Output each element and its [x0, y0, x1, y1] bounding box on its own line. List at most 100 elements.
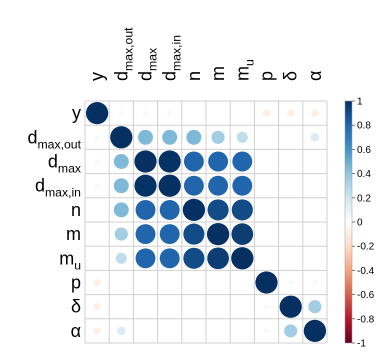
corr-circle	[118, 110, 124, 116]
corr-circle	[312, 207, 318, 213]
corr-circle	[159, 224, 180, 245]
corr-circle	[231, 247, 254, 270]
corr-circle	[113, 154, 129, 169]
corr-circle	[94, 207, 100, 213]
colorbar-tick-label: 0.4	[357, 169, 371, 180]
corr-circle	[311, 109, 319, 117]
row-label: α	[71, 321, 81, 341]
corr-circle	[167, 328, 172, 334]
colorbar-tick-label: 0.2	[357, 193, 371, 204]
corr-circle	[167, 304, 172, 309]
corr-circle	[288, 256, 293, 261]
corr-circle	[264, 207, 269, 213]
corr-circle	[143, 280, 148, 285]
row-label: y	[72, 103, 81, 123]
corr-circle	[207, 199, 229, 221]
colorbar-tick-label: -1	[357, 339, 366, 350]
corr-circle	[183, 223, 205, 245]
corr-circle	[264, 231, 269, 237]
column-label: mu	[232, 59, 256, 81]
corr-circle	[93, 278, 101, 287]
corr-circle	[288, 231, 293, 237]
corr-circle	[264, 135, 269, 140]
corr-circle	[191, 110, 197, 116]
corr-circle	[191, 328, 197, 334]
corr-circle	[264, 304, 269, 310]
corr-circle	[94, 256, 100, 261]
row-label: δ	[71, 297, 81, 317]
column-label: n	[184, 71, 204, 81]
colorbar-tick-label: 0.8	[357, 121, 371, 132]
corr-circle	[116, 326, 126, 336]
corr-circle	[135, 224, 156, 245]
corr-circle	[182, 198, 206, 222]
column-label: m	[208, 66, 228, 81]
colorbar-gradient	[344, 100, 353, 344]
corr-circle	[183, 151, 204, 172]
corr-circle	[240, 280, 245, 285]
corr-circle	[288, 135, 293, 140]
corr-circle	[114, 227, 128, 241]
colorbar-tick-label: 1	[357, 97, 363, 108]
corr-circle	[288, 207, 293, 213]
corr-circle	[207, 247, 229, 270]
colorbar-tick-label: -0.8	[357, 314, 375, 325]
corr-circle	[143, 328, 148, 334]
row-label: m	[66, 224, 81, 244]
corr-circle	[312, 183, 318, 188]
column-label: δ	[281, 71, 301, 81]
corr-circle	[310, 132, 320, 142]
column-label: α	[305, 71, 325, 81]
corr-circle	[215, 304, 221, 309]
column-label: dmax,in	[160, 35, 184, 81]
corr-circle	[138, 129, 153, 145]
column-label: dmax	[136, 48, 160, 81]
colorbar-tick-label: -0.4	[357, 266, 375, 277]
corr-circle	[110, 126, 133, 149]
corr-circle	[94, 183, 100, 189]
column-label: dmax,out	[111, 27, 135, 81]
row-label: n	[71, 200, 81, 220]
colorbar-tick-label: 0.6	[357, 145, 371, 156]
corr-circle	[287, 109, 295, 117]
corr-circle	[186, 129, 202, 145]
row-label: dmax,out	[27, 127, 81, 151]
corr-circle	[135, 248, 156, 269]
corr-circle	[167, 110, 173, 116]
corr-circle	[158, 174, 181, 197]
corr-circle	[191, 280, 197, 285]
corr-circle	[119, 280, 124, 285]
matrix-circles	[85, 101, 327, 343]
corr-circle	[113, 178, 129, 194]
corr-circle	[215, 328, 221, 334]
corr-circle	[85, 101, 109, 125]
corr-circle	[288, 280, 294, 285]
corr-circle	[264, 256, 269, 261]
corr-circle	[264, 159, 269, 164]
corr-circle	[113, 202, 129, 218]
colorbar-legend: 1 0.8 0.6 0.4 0.2 0 -0.2 -0.4 -0.6 -0.8 -1	[344, 97, 375, 350]
corr-circle	[94, 159, 100, 164]
corr-circle	[284, 324, 298, 338]
corr-circle	[208, 151, 229, 172]
corr-circle	[208, 175, 229, 196]
corr-circle	[312, 231, 318, 237]
corr-circle	[215, 280, 221, 285]
corr-circle	[167, 280, 172, 285]
corr-circle	[288, 183, 293, 188]
corr-circle	[93, 303, 101, 311]
corr-circle	[236, 131, 248, 143]
corr-circle	[183, 175, 204, 196]
corr-circle	[231, 223, 254, 245]
corr-circle	[162, 129, 178, 145]
corr-circle	[158, 150, 181, 173]
colorbar-tick-label: -0.6	[357, 290, 375, 301]
corr-circle	[288, 159, 293, 164]
corr-circle	[93, 327, 101, 335]
corr-circle	[135, 199, 156, 220]
corr-circle	[312, 159, 318, 164]
row-label: p	[71, 273, 81, 293]
corr-circle	[211, 130, 225, 144]
corr-circle	[240, 328, 245, 334]
